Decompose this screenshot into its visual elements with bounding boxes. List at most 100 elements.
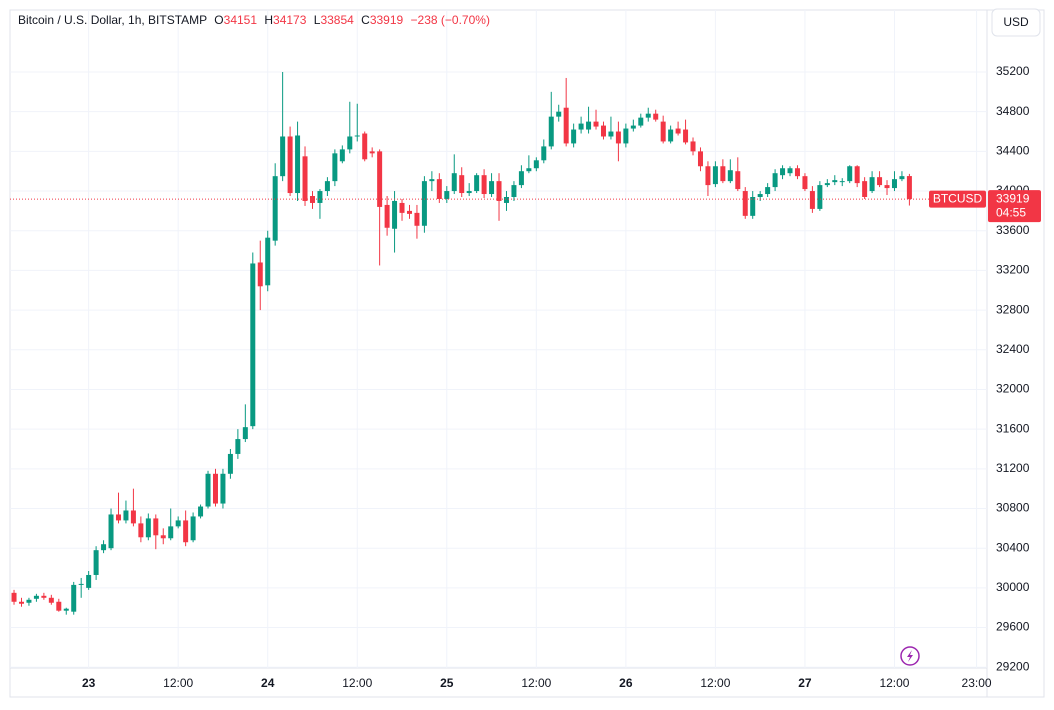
candle-body: [712, 166, 718, 185]
candle-body: [787, 168, 793, 174]
candle-body: [608, 131, 614, 137]
candle-body: [735, 171, 741, 190]
candle-body: [227, 453, 233, 474]
candle-body: [436, 179, 442, 199]
candle-body: [780, 168, 786, 176]
candle-body: [354, 135, 360, 137]
x-tick-label: 12:00: [879, 676, 909, 690]
x-tick-label: 23: [82, 676, 96, 690]
candle-body: [399, 202, 405, 213]
candle-body: [265, 237, 271, 286]
candle-body: [765, 187, 771, 195]
currency-label[interactable]: USD: [1003, 15, 1029, 29]
candle-body: [675, 128, 681, 134]
candle-body: [660, 121, 666, 142]
candle-body: [489, 181, 495, 195]
candle-body: [809, 191, 815, 209]
candles: [11, 72, 912, 615]
axes: 29200 29600 30000 30400 30800 31200 31600 32000…: [10, 64, 1041, 690]
candle-body: [339, 149, 345, 162]
candle-body: [48, 597, 54, 603]
candle-body: [11, 592, 17, 602]
lightning-icon[interactable]: [900, 646, 920, 666]
candle-body: [623, 128, 629, 144]
candle-body: [571, 129, 577, 144]
candle-body: [332, 153, 338, 182]
candle-body: [891, 179, 897, 189]
y-tick-label: 30800: [996, 501, 1030, 515]
candle-body: [496, 181, 502, 201]
candle-body: [347, 136, 353, 150]
candle-body: [406, 210, 412, 214]
x-tick-label: 12:00: [342, 676, 372, 690]
candle-body: [615, 131, 621, 144]
candle-body: [317, 191, 323, 203]
candle-body: [175, 520, 181, 527]
candle-body: [645, 113, 651, 118]
candle-body: [772, 173, 778, 188]
candle-body: [824, 183, 830, 186]
candle-body: [518, 171, 524, 186]
countdown: 04:55: [996, 205, 1026, 219]
candle-body: [586, 121, 592, 130]
legend: Bitcoin / U.S. Dollar, 1h, BITSTAMP O341…: [18, 13, 490, 27]
candle-body: [750, 197, 756, 216]
candle-body: [250, 263, 256, 427]
candle-body: [272, 176, 278, 241]
candle-body: [794, 168, 800, 177]
y-tick-label: 33200: [996, 263, 1030, 277]
candle-body: [362, 133, 368, 160]
candle-body: [429, 179, 435, 182]
candle-body: [377, 151, 383, 207]
y-tick-label: 29600: [996, 620, 1030, 634]
candle-body: [526, 168, 532, 172]
candle-body: [541, 146, 547, 161]
candle-body: [295, 135, 301, 194]
candle-body: [832, 180, 838, 183]
candle-body: [168, 526, 174, 539]
candle-body: [653, 113, 659, 120]
lightning-bolt: [907, 650, 913, 662]
candle-body: [108, 514, 114, 549]
candle-body: [123, 510, 129, 521]
candle-body: [854, 166, 860, 184]
candle-body: [451, 173, 457, 192]
candle-body: [78, 583, 84, 585]
candle-body: [697, 151, 703, 167]
candle-body: [280, 136, 286, 177]
candle-body: [138, 523, 144, 538]
candle-body: [86, 574, 92, 588]
y-tick-label: 32800: [996, 302, 1030, 316]
candle-body: [839, 181, 845, 183]
candle-body: [130, 510, 136, 524]
x-tick-label: 24: [261, 676, 275, 690]
candle-body: [198, 506, 204, 517]
y-tick-label: 29200: [996, 659, 1030, 673]
candle-body: [705, 166, 711, 186]
symbol-title: Bitcoin / U.S. Dollar, 1h, BITSTAMP: [18, 13, 207, 27]
y-tick-label: 32000: [996, 382, 1030, 396]
candle-body: [145, 518, 151, 538]
x-tick-label: 26: [619, 676, 633, 690]
candle-body: [287, 136, 293, 194]
y-tick-label: 32400: [996, 342, 1030, 356]
candle-body: [33, 595, 39, 599]
candle-body: [683, 129, 689, 143]
candle-body: [630, 125, 636, 129]
y-tick-label: 34800: [996, 104, 1030, 118]
candle-body: [899, 176, 905, 180]
candle-body: [600, 125, 606, 137]
x-tick-label: 23:00: [962, 676, 992, 690]
candle-body: [444, 191, 450, 199]
candle-body: [638, 117, 644, 126]
candle-body: [101, 544, 107, 551]
y-tick-label: 33600: [996, 223, 1030, 237]
candle-body: [862, 181, 868, 198]
candle-body: [906, 176, 912, 200]
currency-button[interactable]: [991, 8, 1041, 37]
candle-body: [869, 177, 875, 192]
candle-body: [563, 107, 569, 144]
symbol-tag: [929, 190, 986, 208]
candle-body: [220, 473, 226, 504]
